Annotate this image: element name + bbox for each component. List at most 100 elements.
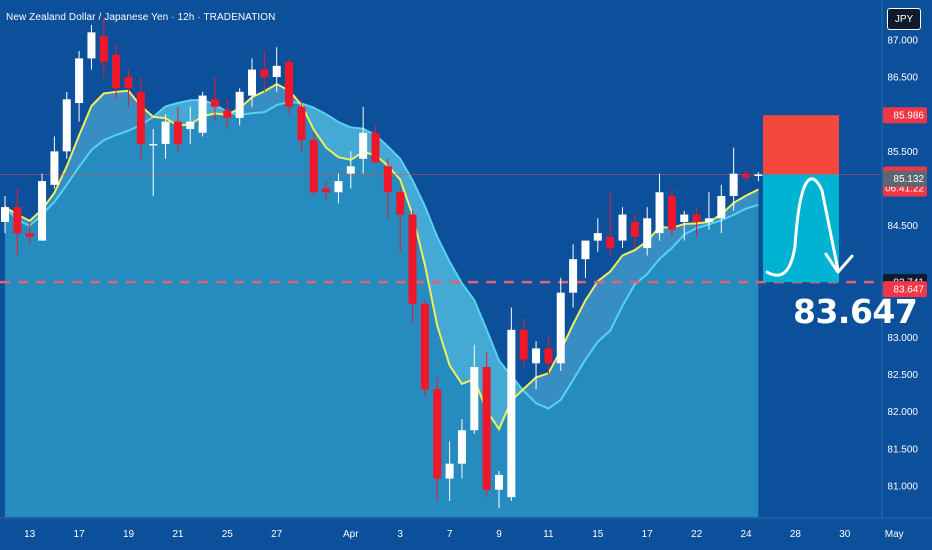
x-tick-label: 25 [222,529,234,540]
candle-12 [149,129,158,196]
candle-35 [433,378,442,501]
x-tick-label: 9 [496,529,502,540]
candle-body [519,329,528,360]
time-axis-background [0,518,932,550]
candle-body [643,218,652,249]
candle-body [248,69,256,96]
candle-body [754,174,763,176]
candle-body [383,166,392,193]
x-tick-label: Apr [343,529,359,540]
candle-body [87,32,96,59]
candle-body [25,233,34,237]
candle-body [680,214,689,223]
candle-body [569,259,578,293]
candle-body [704,218,713,223]
candle-body [124,77,133,89]
candle-46 [569,244,578,308]
candle-body [433,389,442,479]
candle-body [173,121,182,144]
candle-body [581,240,590,260]
candle-45 [556,277,565,371]
candle-19 [235,88,244,126]
candle-body [13,207,22,234]
candle-42 [519,318,528,368]
candle-50 [618,207,627,249]
candle-2 [25,222,34,245]
candle-41 [507,307,516,501]
target-price-text: 83.647 [793,292,918,331]
candle-33 [408,210,417,323]
candle-60 [742,169,750,182]
slow-ma-line [4,98,759,410]
candle-body [692,214,701,223]
x-tick-label: 19 [123,529,135,540]
candle-body [161,121,170,144]
x-tick-label: 15 [592,529,604,540]
candle-body [285,62,294,107]
candle-body [99,36,108,63]
candle-59 [729,147,738,211]
candle-body [223,110,232,118]
candle-7 [87,24,96,70]
candle-29 [359,106,368,174]
y-tick-label: 84.500 [887,221,918,232]
y-tick-label: 85.500 [887,147,918,158]
candle-3 [38,173,47,241]
candle-body [408,214,417,304]
candle-body [717,195,726,219]
candle-13 [161,114,170,159]
candle-48 [593,218,602,252]
candle-body [470,367,479,431]
candle-body [445,463,454,479]
x-tick-label: 27 [271,529,283,540]
y-tick-label: 81.000 [887,482,918,493]
candle-24 [297,99,306,152]
x-tick-label: 21 [172,529,184,540]
candle-10 [124,69,133,107]
candle-44 [544,337,553,375]
candle-body [556,292,565,364]
candle-body [667,195,676,230]
x-tick-label: 28 [790,529,802,540]
candle-body [606,236,615,249]
candle-51 [630,214,639,249]
candle-36 [445,441,454,501]
candle-27 [334,173,343,204]
candle-49 [606,192,615,256]
candle-58 [717,184,726,234]
candle-37 [457,419,466,479]
candle-6 [75,50,84,122]
candle-9 [112,43,121,100]
candle-14 [173,106,182,152]
candle-body [260,69,269,77]
candle-56 [692,207,701,237]
y-tick-label: 86.500 [887,73,918,84]
candle-22 [272,47,281,92]
candle-11 [136,77,145,159]
y-tick-label: 87.000 [887,35,918,46]
x-tick-label: 24 [740,529,752,540]
wave-arrow-path [765,177,840,277]
x-tick-label: 7 [447,529,453,540]
candle-23 [285,58,294,115]
candle-body [630,222,639,237]
candle-body [75,58,84,104]
candle-32 [396,188,405,252]
candle-body [235,91,244,118]
candle-body [396,192,405,215]
x-tick-label: 17 [74,529,86,540]
price-tag-label: 83.647 [893,285,924,296]
candle-body [322,188,331,193]
candle-body [544,348,553,364]
currency-button[interactable]: JPY [887,8,921,30]
stop-loss-zone [763,115,839,175]
candle-body [729,173,738,196]
candle-body [62,99,71,152]
candle-body [309,140,318,193]
candle-body [334,181,343,193]
price-tag [883,281,927,298]
ma-band [5,84,759,429]
y-tick-label: 81.500 [887,444,918,455]
candle-16 [198,91,207,137]
